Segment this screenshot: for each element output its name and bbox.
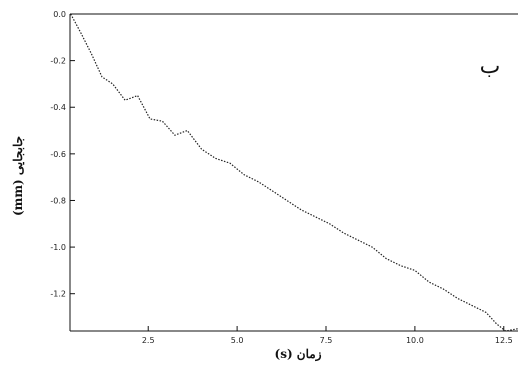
- x-tick-label: 5.0: [231, 336, 244, 345]
- panel-letter: ب: [480, 54, 501, 79]
- y-tick-label: -0.8: [50, 196, 66, 205]
- series-line: [70, 13, 518, 332]
- x-tick-label: 10.0: [406, 336, 424, 345]
- y-tick-label: -1.2: [50, 290, 66, 299]
- x-axis-ticks: 2.5 5.0 7.5 10.0 12.5: [142, 326, 513, 345]
- y-tick-label: -1.0: [50, 243, 66, 252]
- y-axis-ticks: 0.0 -0.2 -0.4 -0.6 -0.8 -1.0 -1.2: [50, 10, 75, 299]
- y-tick-label: -0.4: [50, 103, 66, 112]
- x-tick-label: 7.5: [320, 336, 333, 345]
- x-tick-label: 2.5: [142, 336, 155, 345]
- x-axis-title: زمان (s): [275, 347, 322, 362]
- series-layer: [70, 13, 518, 332]
- y-tick-label: 0.0: [53, 10, 66, 19]
- y-axis-title: جابجایی (mm): [11, 136, 25, 216]
- y-tick-label: -0.6: [50, 150, 66, 159]
- x-tick-label: 12.5: [495, 336, 513, 345]
- y-tick-label: -0.2: [50, 57, 66, 66]
